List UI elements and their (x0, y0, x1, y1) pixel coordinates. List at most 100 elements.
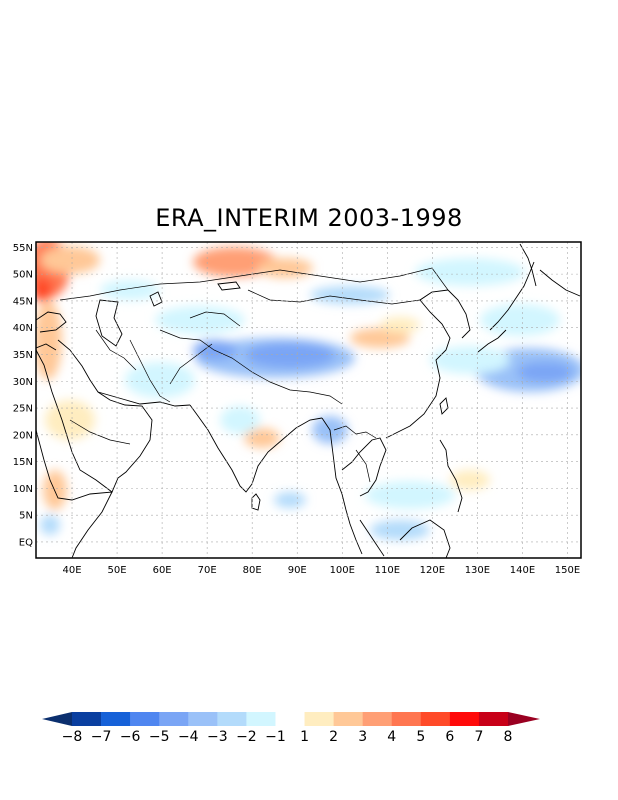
colorbar-box (391, 712, 422, 726)
lat-tick-label: 55N (13, 243, 33, 254)
coast-india (189, 404, 323, 493)
lon-tick-label: 130E (465, 565, 490, 576)
coast-korea (447, 289, 471, 339)
colorbar-box (478, 712, 509, 726)
anomaly-warm-india (244, 428, 280, 448)
lon-tick-label: 60E (153, 565, 172, 576)
colorbar-label: 3 (358, 729, 367, 745)
colorbar-box (246, 712, 276, 726)
coast-mediterranean (36, 343, 57, 351)
anomaly-cold-caspian (100, 280, 160, 300)
anomaly-colder-tibet (245, 342, 335, 368)
lon-tick-label: 80E (243, 565, 262, 576)
coast-black-sea (36, 311, 67, 333)
coast-africa (36, 429, 113, 558)
colorbar-label: −1 (265, 729, 286, 745)
border-mongolia (247, 289, 433, 305)
colorbar-box (420, 712, 451, 726)
lat-tick-label: 45N (13, 296, 33, 307)
longitude-labels: 40E 50E 60E 70E 80E 90E 100E 110E 120E 130E 140E 15… (63, 565, 581, 576)
anomaly-warm-turkey (36, 300, 62, 380)
coast-iran (97, 391, 191, 407)
colorbar-box (159, 712, 189, 726)
colorbar-label: 8 (504, 729, 513, 745)
coast-malay (359, 519, 385, 557)
lat-tick-label: 20N (13, 430, 33, 441)
colorbar-label: −8 (62, 729, 83, 745)
coast-borneo (399, 519, 451, 558)
colorbar-label: −5 (149, 729, 170, 745)
coast-okhotsk (519, 243, 537, 287)
coast-indochina (341, 437, 387, 497)
colorbar: −8 −7 −6 −5 −4 −3 −2 −1 1 2 3 4 5 6 7 8 (42, 712, 540, 745)
colorbar-label: −3 (207, 729, 228, 745)
lon-tick-label: 50E (108, 565, 127, 576)
grid-lines (36, 242, 581, 558)
colorbar-box (449, 712, 480, 726)
lat-tick-label: 5N (19, 511, 33, 522)
anomaly-warm-altai (257, 258, 313, 278)
anomaly-cold-japan (480, 304, 560, 336)
anomaly-cold-malaysia (370, 520, 430, 540)
anomaly-cold-somalia (40, 515, 60, 535)
anomaly-warm-south-china-sea (450, 470, 490, 490)
lat-tick-label: 40N (13, 323, 33, 334)
lat-tick-label: 25N (13, 404, 33, 415)
lon-tick-label: 140E (510, 565, 535, 576)
lat-tick-label: 10N (13, 484, 33, 495)
colorbar-label: 6 (445, 729, 454, 745)
anomaly-warm-loess (380, 317, 420, 333)
lat-tick-label: 50N (13, 270, 33, 281)
anomaly-cold-india (220, 406, 260, 434)
anomaly-shading (36, 242, 581, 540)
colorbar-max-arrow (508, 712, 540, 726)
colorbar-label: −2 (236, 729, 257, 745)
coast-arabia (36, 339, 153, 493)
colorbar-box (275, 712, 305, 726)
lon-tick-label: 90E (288, 565, 307, 576)
colorbar-label: 5 (416, 729, 425, 745)
anomaly-cold-central-asia (155, 306, 245, 334)
border-saudi (69, 419, 131, 445)
anomaly-warm-ethiopia (43, 470, 67, 510)
coast-china (385, 289, 451, 439)
coast-philippines (439, 439, 463, 513)
colorbar-box (362, 712, 393, 726)
anomaly-warm-north-china (350, 328, 410, 348)
lat-tick-label: EQ (19, 537, 33, 548)
anomaly-warm-siberia (193, 247, 277, 277)
colorbar-label: 4 (387, 729, 396, 745)
coast-japan-north (489, 261, 535, 331)
plot-area (36, 242, 581, 558)
anomaly-cold-indochina (365, 481, 455, 509)
border-russia-south (59, 267, 449, 301)
colorbar-box (217, 712, 247, 726)
lon-tick-label: 100E (330, 565, 355, 576)
lon-tick-label: 40E (63, 565, 82, 576)
coast-caspian (95, 299, 123, 347)
colorbar-label: −4 (178, 729, 199, 745)
border-pakistan (169, 343, 213, 385)
colorbar-box (333, 712, 363, 726)
colorbar-min-arrow (42, 712, 72, 726)
colorbar-label: 1 (300, 729, 309, 745)
coast-sri-lanka (251, 493, 261, 511)
colorbar-label: 7 (474, 729, 483, 745)
colorbar-label: −7 (91, 729, 112, 745)
lat-tick-label: 15N (13, 457, 33, 468)
anomaly-warm-russia (40, 246, 100, 274)
lon-tick-label: 70E (198, 565, 217, 576)
lon-tick-label: 120E (420, 565, 445, 576)
coast-sakhalin (539, 269, 581, 297)
colorbar-box (101, 712, 131, 726)
anomaly-cold-manchuria (415, 258, 525, 286)
lon-tick-label: 150E (555, 565, 580, 576)
border-central-asia (189, 311, 241, 327)
colorbar-box (304, 712, 334, 726)
colorbar-label: −6 (120, 729, 141, 745)
latitude-labels: 55N 50N 45N 40N 35N 30N 25N 20N 15N 10N 5N EQ (13, 243, 33, 549)
colorbar-box (130, 712, 160, 726)
anomaly-cold-iran (125, 362, 195, 398)
colorbar-box (188, 712, 218, 726)
